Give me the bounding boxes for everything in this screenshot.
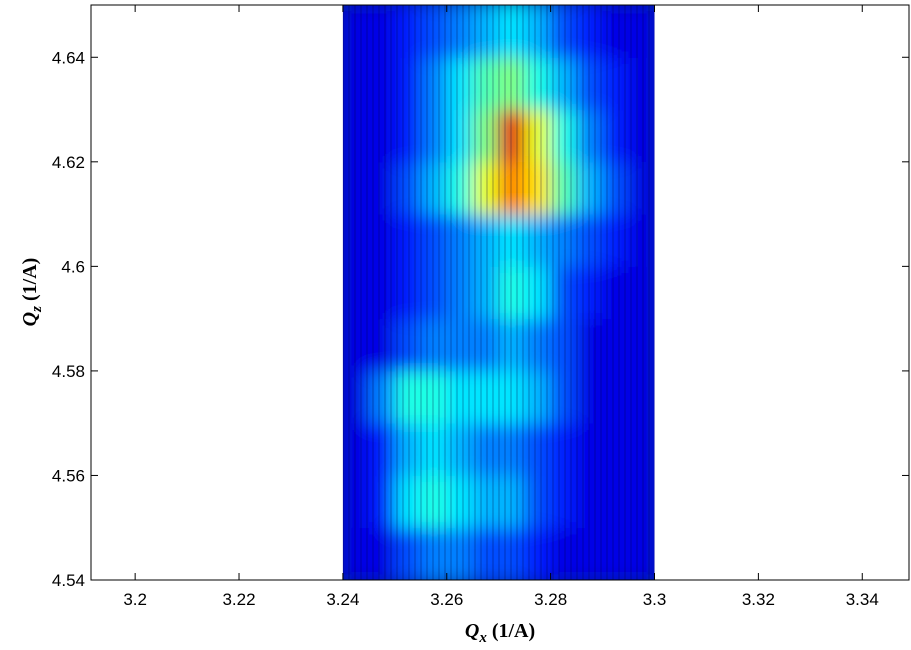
y-tick-label: 4.54 [52, 571, 85, 590]
x-tick-label: 3.32 [742, 590, 775, 609]
y-tick-label: 4.64 [52, 48, 85, 67]
x-tick-label: 3.34 [846, 590, 879, 609]
y-tick-label: 4.58 [52, 362, 85, 381]
x-tick-label: 3.28 [534, 590, 567, 609]
y-tick-label: 4.62 [52, 153, 85, 172]
heatmap [342, 5, 655, 580]
x-tick-label: 3.24 [326, 590, 359, 609]
x-tick-label: 3.3 [643, 590, 667, 609]
x-tick-label: 3.22 [222, 590, 255, 609]
plot-frame [90, 4, 910, 581]
y-axis-label: Qz(1/A) [19, 258, 45, 327]
x-tick-label: 3.2 [123, 590, 147, 609]
x-tick-label: 3.26 [430, 590, 463, 609]
y-tick-label: 4.6 [61, 257, 85, 276]
y-tick-label: 4.56 [52, 466, 85, 485]
x-axis-label: Qx (1/A) [465, 620, 535, 646]
